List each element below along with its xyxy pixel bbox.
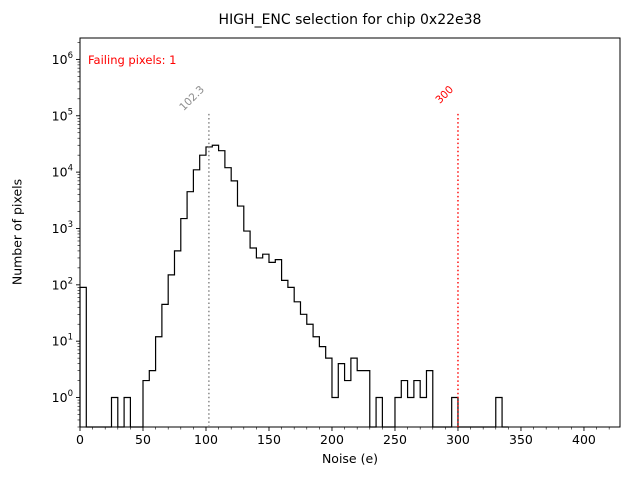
axes: 0 50 100 150 200 250 300 350 400 100 101 102 103 104 1… — [52, 37, 621, 447]
failing-pixels-annotation: Failing pixels: 1 — [88, 53, 177, 67]
y-tick-label: 106 — [52, 51, 73, 67]
histogram — [79, 144, 509, 428]
x-tick-label: 250 — [383, 432, 407, 447]
y-tick-label: 100 — [52, 389, 73, 405]
y-tick-label: 103 — [52, 220, 73, 236]
vline-label: 102.3 — [177, 84, 207, 114]
x-tick-label: 350 — [509, 432, 533, 447]
x-tick-label: 50 — [135, 432, 151, 447]
plot-frame — [79, 37, 621, 428]
x-axis-label: Noise (e) — [321, 451, 379, 466]
x-tick-label: 200 — [320, 432, 344, 447]
threshold-lines: 102.3 300 — [177, 84, 459, 427]
x-tick-label: 150 — [257, 432, 281, 447]
x-tick-label: 100 — [194, 432, 218, 447]
vline-label: 300 — [433, 84, 456, 107]
x-tick-label: 300 — [446, 432, 470, 447]
x-tick-label: 0 — [76, 432, 84, 447]
y-tick-label: 102 — [52, 276, 73, 292]
y-tick-label: 101 — [52, 333, 73, 349]
chart-title: HIGH_ENC selection for chip 0x22e38 — [218, 12, 482, 28]
y-tick-label: 105 — [52, 107, 73, 123]
histogram-series — [79, 144, 509, 428]
x-tick-label: 400 — [572, 432, 596, 447]
y-tick-label: 104 — [52, 164, 73, 180]
